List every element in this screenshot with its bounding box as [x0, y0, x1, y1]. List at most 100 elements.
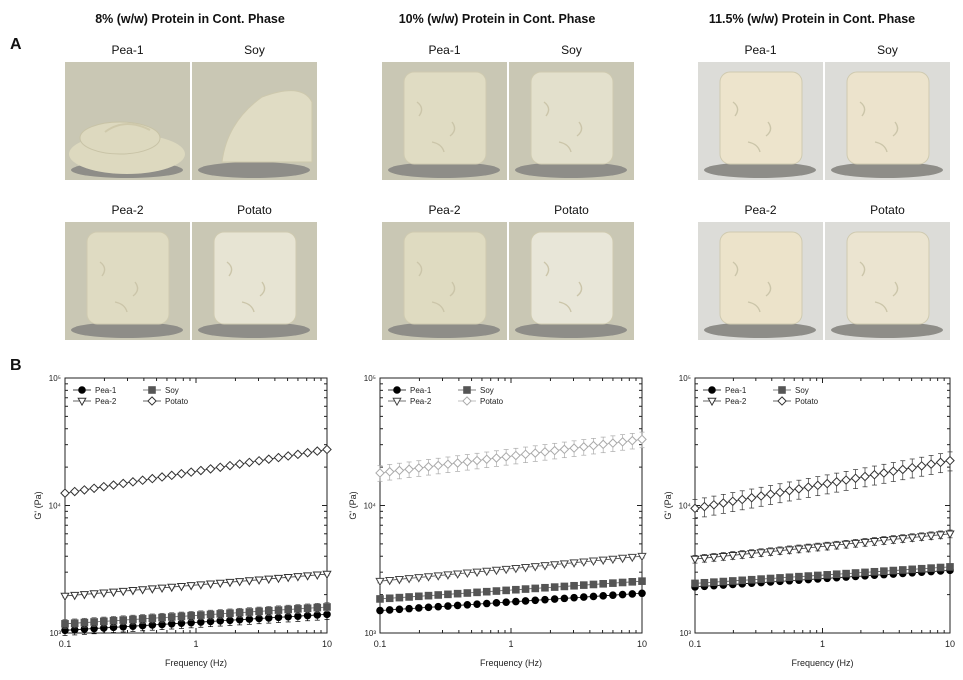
legend-label: Pea-1	[95, 386, 117, 395]
data-point	[205, 464, 216, 474]
sample-photo-potato: Potato	[192, 203, 317, 340]
sample-photo-image	[65, 62, 190, 180]
data-point	[492, 599, 501, 607]
data-point	[70, 591, 80, 601]
data-point	[501, 451, 511, 462]
data-point	[617, 554, 628, 564]
data-point	[860, 471, 870, 482]
data-point	[176, 468, 187, 479]
panel-label-a: A	[10, 36, 22, 53]
x-tick-label: 0.1	[59, 639, 72, 649]
data-point	[108, 588, 119, 598]
data-point	[394, 576, 405, 585]
data-point	[638, 577, 646, 585]
data-point	[235, 578, 245, 587]
data-point	[481, 454, 492, 465]
data-point	[482, 587, 491, 596]
data-point	[393, 386, 401, 394]
data-point	[443, 571, 453, 580]
legend-label: Pea-1	[725, 386, 747, 395]
data-point	[463, 386, 471, 394]
data-point	[709, 499, 719, 510]
data-point	[608, 555, 618, 565]
data-point	[579, 558, 589, 567]
data-point	[284, 605, 292, 614]
data-point	[414, 574, 424, 583]
data-point	[313, 611, 322, 619]
data-point	[898, 566, 907, 574]
data-point	[433, 460, 444, 471]
data-point	[823, 571, 832, 579]
data-point	[472, 568, 482, 578]
data-point	[312, 446, 323, 456]
data-point	[463, 589, 472, 597]
data-point	[550, 561, 560, 570]
data-point	[869, 469, 880, 480]
data-point	[803, 482, 814, 492]
series-line	[379, 592, 643, 611]
data-point	[60, 488, 70, 498]
data-point	[167, 583, 177, 593]
data-point	[395, 605, 404, 614]
data-point	[832, 541, 842, 551]
data-point	[691, 579, 699, 588]
data-point	[444, 602, 452, 610]
series-line	[379, 580, 643, 600]
sample-photo-label: Potato	[870, 203, 905, 217]
data-point	[404, 464, 414, 475]
series-line	[694, 460, 951, 509]
data-point	[502, 598, 510, 607]
data-point	[100, 617, 108, 626]
data-point	[414, 463, 424, 473]
x-tick-label: 10	[322, 639, 332, 649]
data-point	[303, 604, 312, 613]
data-point	[158, 613, 166, 622]
sample-photo-image	[509, 222, 634, 340]
sample-photo-pea-1: Pea-1	[698, 43, 823, 180]
data-point	[462, 456, 473, 467]
data-point	[560, 582, 569, 591]
data-point	[147, 473, 158, 484]
data-point	[898, 535, 908, 544]
x-axis-label: Frequency (Hz)	[165, 658, 227, 668]
data-point	[917, 533, 927, 542]
data-point	[394, 465, 405, 476]
data-point	[147, 396, 157, 406]
data-point	[245, 608, 254, 616]
series-pea-2	[375, 552, 647, 587]
data-point	[293, 573, 303, 582]
data-point	[540, 447, 550, 457]
data-point	[225, 460, 235, 471]
data-point	[756, 549, 766, 558]
data-point	[589, 580, 598, 589]
data-point	[777, 396, 787, 406]
y-tick-label: 10³	[679, 629, 691, 638]
data-point	[569, 443, 579, 453]
data-point	[385, 576, 395, 586]
data-point	[570, 581, 578, 590]
data-point	[128, 477, 138, 487]
data-point	[907, 462, 918, 473]
legend-label: Potato	[795, 397, 819, 406]
column-title-1: 8% (w/w) Protein in Cont. Phase	[95, 12, 285, 26]
data-point	[775, 547, 785, 556]
data-point	[710, 578, 718, 586]
sample-photo-label: Pea-1	[744, 43, 777, 57]
data-point	[69, 486, 80, 497]
data-point	[302, 447, 313, 458]
data-point	[77, 397, 87, 407]
series-line	[64, 613, 328, 631]
data-point	[917, 564, 926, 573]
data-point	[424, 603, 433, 612]
data-point	[512, 585, 520, 594]
x-axis-label: Frequency (Hz)	[480, 658, 542, 668]
data-point	[472, 455, 482, 466]
data-point	[531, 596, 540, 605]
data-point	[196, 465, 206, 476]
data-point	[637, 434, 647, 445]
data-point	[61, 620, 69, 628]
data-point	[530, 448, 541, 458]
data-point	[501, 565, 511, 575]
data-point	[313, 603, 322, 612]
data-point	[78, 386, 86, 394]
